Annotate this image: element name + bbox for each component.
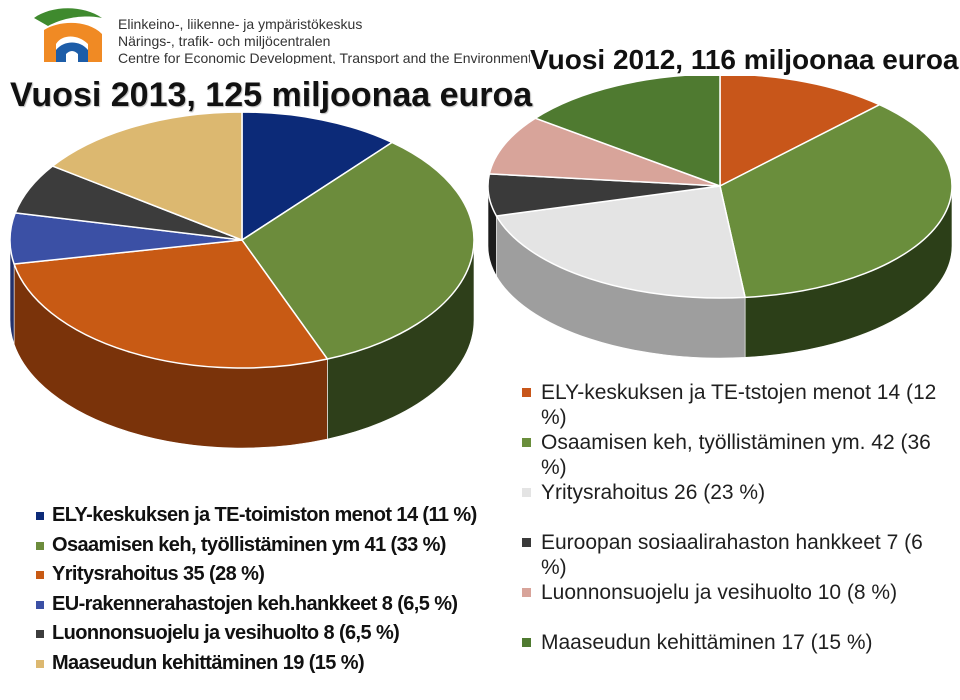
legend-2012-swatch-2 xyxy=(522,488,531,497)
legend-2013-item-2: Yritysrahoitus 35 (28 %) xyxy=(36,563,496,593)
legend-2012-label-5: Maaseudun kehittäminen 17 (15 %) xyxy=(541,631,873,654)
legend-2013-item-0: ELY-keskuksen ja TE-toimiston menot 14 (… xyxy=(36,504,496,534)
legend-2012-swatch-0 xyxy=(522,388,531,397)
pie-2012-slice-0 xyxy=(719,76,881,187)
ely-logo-header: Elinkeino-, liikenne- ja ympäristökeskus… xyxy=(30,4,530,64)
legend-2013-item-4: Luonnonsuojelu ja vesihuolto 8 (6,5 %) xyxy=(36,622,496,652)
legend-2013-label-3: EU-rakennerahastojen keh.hankkeet 8 (6,5… xyxy=(52,592,458,615)
pie-2012-slice-5 xyxy=(534,76,721,187)
pie-2013-slice-1 xyxy=(241,141,475,360)
legend-2012-label-4: Luonnonsuojelu ja vesihuolto 10 (8 %) xyxy=(541,581,898,604)
chart-title-2012: Vuosi 2012, 116 miljoonaa euroa xyxy=(530,44,959,75)
legend-2012-item-5: Maaseudun kehittäminen 17 (15 %) xyxy=(522,630,952,680)
legend-2013-item-1: Osaamisen keh, työllistäminen ym 41 (33 … xyxy=(36,534,496,564)
chart-title-2013: Vuosi 2013, 125 miljoonaa euroa xyxy=(10,76,533,114)
legend-2012-swatch-1 xyxy=(522,438,531,447)
legend-2012-item-1: Osaamisen keh, työllistäminen ym. 42 (36… xyxy=(522,430,952,480)
legend-2013-label-2: Yritysrahoitus 35 (28 %) xyxy=(52,563,265,585)
org-name-fi: Elinkeino-, liikenne- ja ympäristökeskus xyxy=(118,16,363,32)
legend-2012-item-3: Euroopan sosiaalirahaston hankkeet 7 (6 … xyxy=(522,530,952,580)
legend-2013: ELY-keskuksen ja TE-toimiston menot 14 (… xyxy=(36,504,496,681)
legend-2012-label-2: Yritysrahoitus 26 (23 %) xyxy=(541,481,766,504)
legend-2013-swatch-4 xyxy=(36,630,44,638)
legend-2012-swatch-3 xyxy=(522,538,531,547)
legend-2012: ELY-keskuksen ja TE-tstojen menot 14 (12… xyxy=(522,380,952,680)
legend-2013-swatch-1 xyxy=(36,541,44,550)
legend-2012-swatch-5 xyxy=(522,638,531,647)
ely-logo-icon xyxy=(34,8,102,62)
pie-2013-slice-0 xyxy=(241,112,393,241)
legend-2013-label-1: Osaamisen keh, työllistäminen ym 41 (33 … xyxy=(52,533,446,556)
legend-2012-item-2: Yritysrahoitus 26 (23 %) xyxy=(522,480,952,530)
pie-2013-slice-2 xyxy=(13,239,329,369)
legend-2013-item-5: Maaseudun kehittäminen 19 (15 %) xyxy=(36,652,496,682)
legend-2013-label-5: Maaseudun kehittäminen 19 (15 %) xyxy=(52,651,365,674)
legend-2012-label-3: Euroopan sosiaalirahaston hankkeet 7 (6 … xyxy=(541,531,923,579)
legend-2013-label-0: ELY-keskuksen ja TE-toimiston menot 14 (… xyxy=(52,504,477,526)
org-name-en: Centre for Economic Development, Transpo… xyxy=(118,50,530,64)
legend-2012-item-0: ELY-keskuksen ja TE-tstojen menot 14 (12… xyxy=(522,380,952,430)
legend-2013-item-3: EU-rakennerahastojen keh.hankkeet 8 (6,5… xyxy=(36,593,496,623)
pie-2012-slice-1 xyxy=(719,103,953,299)
legend-2013-swatch-3 xyxy=(36,600,44,609)
legend-2013-label-4: Luonnonsuojelu ja vesihuolto 8 (6,5 %) xyxy=(52,622,400,644)
pie-chart-2013 xyxy=(9,112,475,449)
legend-2012-swatch-4 xyxy=(522,588,531,597)
legend-2013-swatch-0 xyxy=(36,512,44,520)
legend-2012-label-0: ELY-keskuksen ja TE-tstojen menot 14 (12… xyxy=(541,381,937,429)
legend-2013-swatch-2 xyxy=(36,571,44,579)
pie-chart-2012 xyxy=(487,76,953,359)
pie-2013-slice-5 xyxy=(51,112,243,241)
pie-2012-slice-4 xyxy=(488,117,721,187)
legend-2012-item-4: Luonnonsuojelu ja vesihuolto 10 (8 %) xyxy=(522,580,952,630)
pie-2012-slice-2 xyxy=(495,185,746,299)
org-name-sv: Närings-, trafik- och miljöcentralen xyxy=(118,33,331,49)
legend-2012-label-1: Osaamisen keh, työllistäminen ym. 42 (36… xyxy=(541,431,931,479)
legend-2013-swatch-5 xyxy=(36,659,44,668)
